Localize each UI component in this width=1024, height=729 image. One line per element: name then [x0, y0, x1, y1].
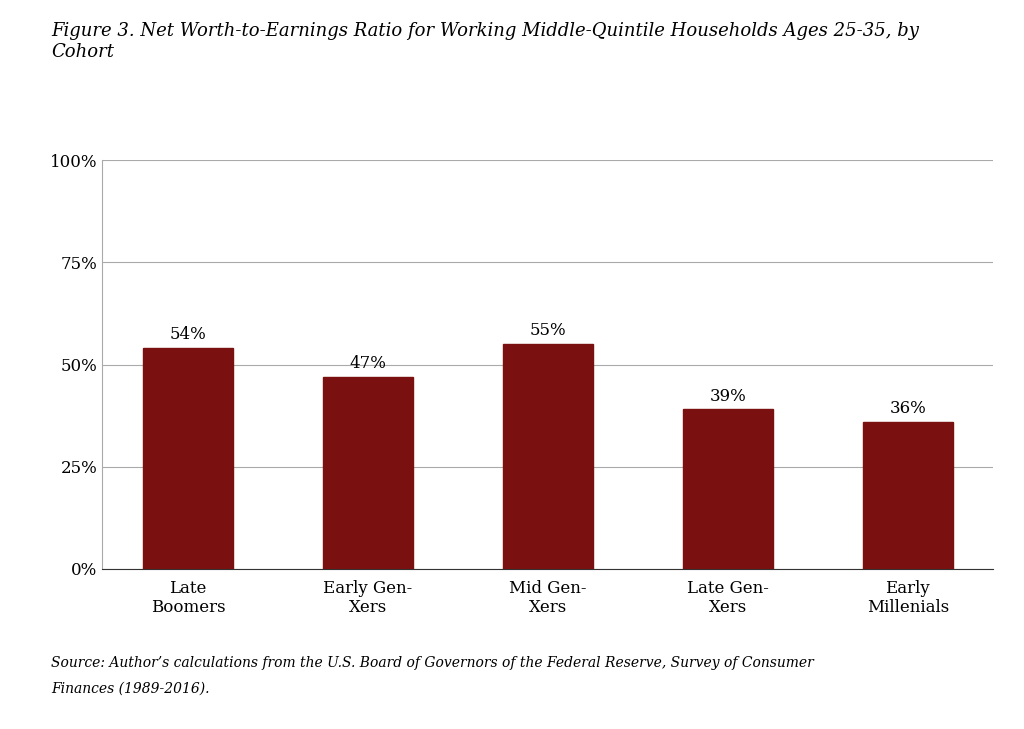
Text: 47%: 47%: [349, 355, 386, 372]
Text: Finances (1989-2016).: Finances (1989-2016).: [51, 682, 210, 695]
Text: 39%: 39%: [710, 388, 746, 405]
Text: 55%: 55%: [529, 322, 566, 339]
Bar: [503, 344, 593, 569]
Text: Source: Author’s calculations from the U.S. Board of Governors of the Federal Re: Source: Author’s calculations from the U…: [51, 656, 814, 670]
Text: 54%: 54%: [170, 327, 206, 343]
Bar: [683, 410, 773, 569]
Text: 36%: 36%: [890, 399, 926, 417]
Bar: [863, 421, 952, 569]
Bar: [323, 377, 413, 569]
Bar: [143, 348, 232, 569]
Text: Figure 3. Net Worth-to-Earnings Ratio for Working Middle-Quintile Households Age: Figure 3. Net Worth-to-Earnings Ratio fo…: [51, 22, 920, 61]
